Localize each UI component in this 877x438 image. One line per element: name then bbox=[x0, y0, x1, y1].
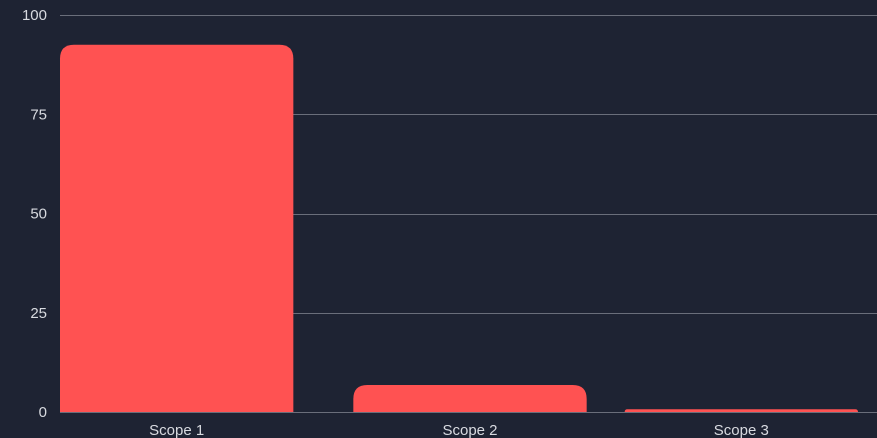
y-tick-label-75: 75 bbox=[30, 106, 47, 123]
bar-scope-2[interactable] bbox=[353, 385, 587, 412]
x-category-label-scope-2: Scope 2 bbox=[442, 422, 497, 438]
y-axis-tick-labels: 0 25 50 75 100 bbox=[22, 7, 47, 421]
y-tick-label-100: 100 bbox=[22, 7, 47, 24]
bars bbox=[60, 44, 859, 413]
x-axis-category-labels: Scope 1 Scope 2 Scope 3 bbox=[149, 422, 769, 438]
x-category-label-scope-1: Scope 1 bbox=[149, 422, 204, 438]
y-tick-label-0: 0 bbox=[39, 404, 47, 421]
bar-scope-1[interactable] bbox=[60, 44, 294, 413]
x-category-label-scope-3: Scope 3 bbox=[714, 422, 769, 438]
y-tick-label-25: 25 bbox=[30, 305, 47, 322]
y-tick-label-50: 50 bbox=[30, 206, 47, 223]
bar-scope-3[interactable] bbox=[624, 409, 859, 412]
